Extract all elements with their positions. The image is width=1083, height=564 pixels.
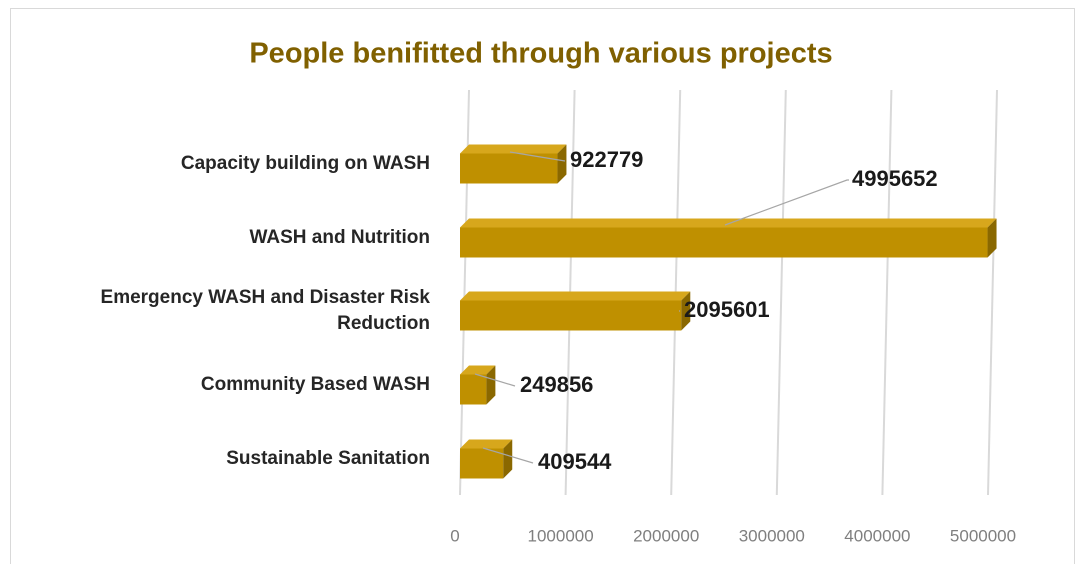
bar bbox=[460, 144, 567, 184]
data-label: 2095601 bbox=[684, 297, 770, 322]
grid-line bbox=[775, 89, 787, 496]
grid-line bbox=[881, 89, 893, 496]
chart-border bbox=[10, 8, 1075, 564]
bar bbox=[460, 291, 691, 331]
grid-line bbox=[987, 89, 998, 496]
bar-top bbox=[460, 291, 691, 301]
bar-side bbox=[486, 365, 496, 405]
x-tick-label: 0 bbox=[450, 526, 459, 545]
y-tick-label: WASH and Nutrition bbox=[249, 227, 430, 248]
data-label: 249856 bbox=[520, 372, 593, 397]
x-tick-label: 1000000 bbox=[528, 526, 594, 545]
bar-top bbox=[460, 144, 567, 154]
chart-title: People benifitted through various projec… bbox=[249, 38, 832, 70]
leader-line bbox=[724, 179, 849, 226]
bar-front bbox=[460, 227, 988, 258]
data-label: 4995652 bbox=[852, 166, 938, 191]
bar-side bbox=[503, 439, 513, 479]
bar-side bbox=[987, 218, 997, 258]
data-label: 409544 bbox=[538, 449, 612, 474]
bar-top bbox=[460, 365, 496, 375]
bar-front bbox=[460, 300, 682, 331]
data-label: 922779 bbox=[570, 147, 643, 172]
bar-side bbox=[557, 144, 567, 184]
bar-top bbox=[460, 218, 997, 228]
leader-line bbox=[474, 373, 516, 387]
y-tick-label: Capacity building on WASH bbox=[180, 153, 430, 174]
leader-line bbox=[482, 447, 534, 464]
x-tick-label: 5000000 bbox=[950, 526, 1016, 545]
bar-side bbox=[681, 291, 691, 331]
bar bbox=[460, 218, 997, 258]
bar-front bbox=[460, 448, 504, 479]
bar-top bbox=[460, 439, 513, 449]
y-tick-label: Community Based WASH bbox=[200, 374, 430, 395]
x-tick-label: 4000000 bbox=[844, 526, 910, 545]
bar bbox=[460, 439, 513, 479]
x-tick-label: 2000000 bbox=[633, 526, 699, 545]
y-tick-label: Sustainable Sanitation bbox=[226, 448, 430, 469]
bar-front bbox=[460, 374, 487, 405]
x-tick-label: 3000000 bbox=[739, 526, 805, 545]
leader-line bbox=[509, 151, 566, 162]
bar-front bbox=[460, 153, 558, 184]
bar bbox=[460, 365, 496, 405]
y-tick-label: Emergency WASH and Disaster Risk Reducti… bbox=[100, 287, 430, 334]
